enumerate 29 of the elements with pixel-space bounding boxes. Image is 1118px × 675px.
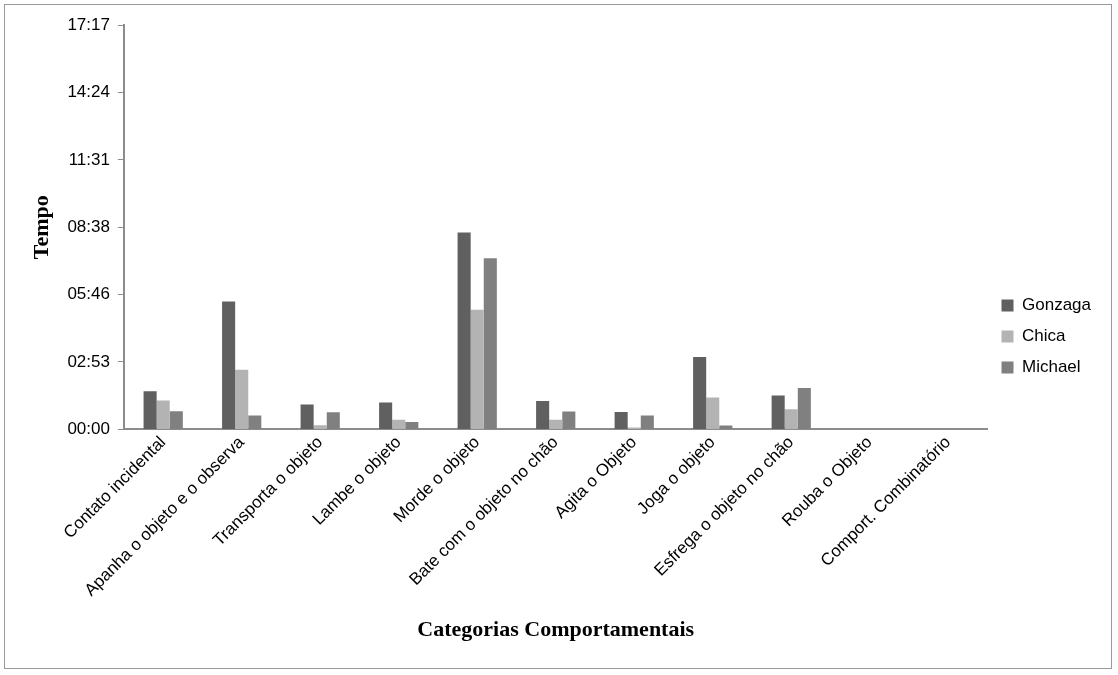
y-tick-label: 02:53 xyxy=(67,351,110,371)
bar xyxy=(300,404,314,429)
bar xyxy=(457,232,471,429)
y-tick-label: 17:17 xyxy=(67,14,110,34)
bar xyxy=(706,397,720,429)
bar xyxy=(235,369,249,429)
y-tick-label: 05:46 xyxy=(67,284,110,304)
bar xyxy=(313,425,327,429)
y-tick-label: 14:24 xyxy=(67,82,110,102)
y-tick-label: 00:00 xyxy=(67,419,110,439)
y-axis-title: Tempo xyxy=(27,195,53,260)
bar xyxy=(143,391,157,429)
bar xyxy=(379,402,393,429)
x-axis-title: Categorias Comportamentais xyxy=(417,616,695,642)
bar xyxy=(614,411,628,429)
bar xyxy=(693,356,707,429)
bar xyxy=(222,301,236,429)
bar xyxy=(771,395,785,429)
legend-label: Chica xyxy=(1022,326,1067,346)
y-tick-label: 08:38 xyxy=(67,217,110,237)
bar xyxy=(536,400,550,429)
bar xyxy=(392,419,406,429)
y-tick-label: 11:31 xyxy=(68,149,110,169)
bar xyxy=(156,400,170,429)
legend-label: Michael xyxy=(1022,357,1081,377)
bar xyxy=(549,419,563,429)
legend-label: Gonzaga xyxy=(1022,295,1092,315)
bar xyxy=(784,409,798,429)
bar xyxy=(470,309,484,429)
